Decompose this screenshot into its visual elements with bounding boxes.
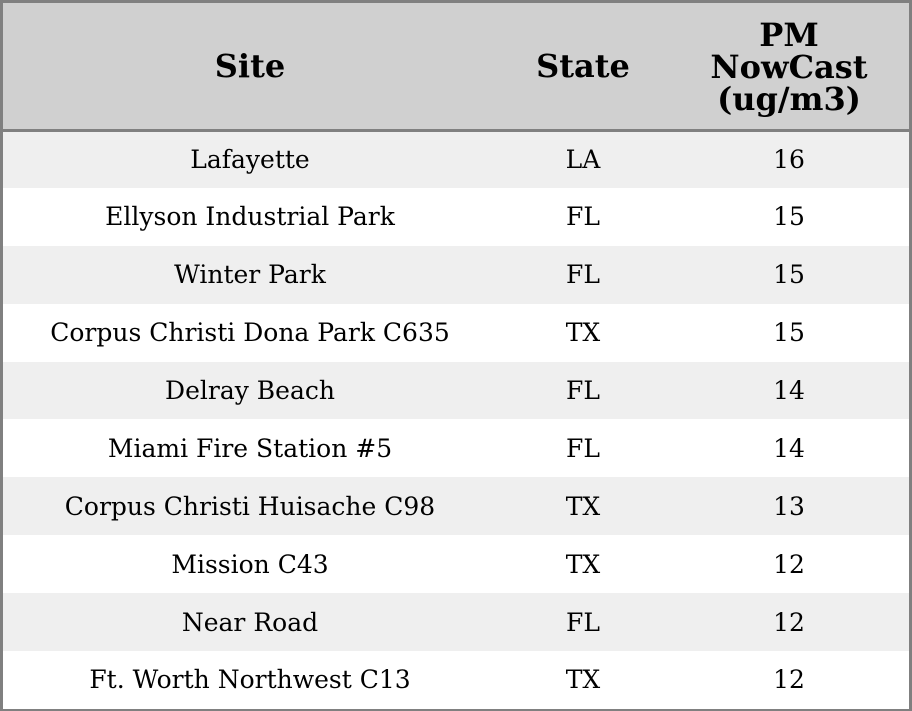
cell-pm-nowcast: 15 [773,260,805,290]
cell-site: Ellyson Industrial Park [105,202,395,232]
cell-pm-nowcast: 14 [773,433,805,463]
header-pm-line-1: PM [759,15,819,54]
cell-state: TX [565,665,601,695]
header-row: Site State PM NowCast (ug/m3) [3,3,909,130]
cell-site: Winter Park [174,260,326,290]
cell-site: Mission C43 [171,549,329,579]
cell-state: FL [566,260,600,290]
header-state: State [497,3,669,130]
cell-pm-nowcast: 14 [773,376,805,405]
cell-state: LA [565,145,601,175]
table-row: Lafayette LA 16 [3,130,909,188]
header-state-label: State [536,46,630,85]
header-pm-line-2: NowCast [710,47,868,86]
header-pm-nowcast: PM NowCast (ug/m3) [669,3,909,130]
cell-pm-nowcast: 12 [773,607,805,637]
cell-pm-nowcast: 15 [773,318,805,348]
table-row: Winter Park FL 15 [3,245,909,304]
cell-site: Delray Beach [165,376,335,405]
cell-site: Near Road [181,607,319,637]
cell-site: Corpus Christi Dona Park C635 [50,318,450,348]
table-header: Site State PM NowCast (ug/m3) [3,3,909,130]
table-row: Mission C43 TX 12 [3,535,909,594]
cell-pm-nowcast: 12 [773,549,805,579]
header-pm-line-3: (ug/m3) [717,79,861,118]
table-row: Ft. Worth Northwest C13 TX 12 [3,651,909,709]
cell-site: Miami Fire Station #5 [107,433,393,463]
cell-state: TX [565,491,601,521]
cell-site: Ft. Worth Northwest C13 [89,665,411,695]
cell-pm-nowcast: 13 [773,491,805,521]
cell-state: FL [566,202,600,232]
header-site-label: Site [214,46,286,85]
cell-pm-nowcast: 15 [773,202,805,232]
cell-state: TX [565,549,601,579]
table-row: Corpus Christi Huisache C98 TX 13 [3,477,909,536]
cell-site: Corpus Christi Huisache C98 [64,491,436,521]
table-body: Lafayette LA 16 Ellyson Industrial Park FL 15… [3,130,909,709]
cell-site: Lafayette [190,145,310,175]
cell-state: FL [566,607,600,637]
cell-state: FL [566,433,600,463]
header-site: Site [3,3,497,130]
table-row: Near Road FL 12 [3,593,909,652]
table-row: Corpus Christi Dona Park C635 TX 15 [3,303,909,362]
cell-pm-nowcast: 12 [773,665,805,695]
cell-state: TX [565,318,601,348]
table-row: Ellyson Industrial Park FL 15 [3,187,909,246]
table-row: Miami Fire Station #5 FL 14 [3,419,909,478]
pm-nowcast-table: Site State PM NowCast (ug/m3) Lafayette L… [3,3,909,709]
cell-state: FL [566,376,600,405]
cell-pm-nowcast: 16 [773,145,805,175]
table-row: Delray Beach FL 14 [3,361,909,420]
